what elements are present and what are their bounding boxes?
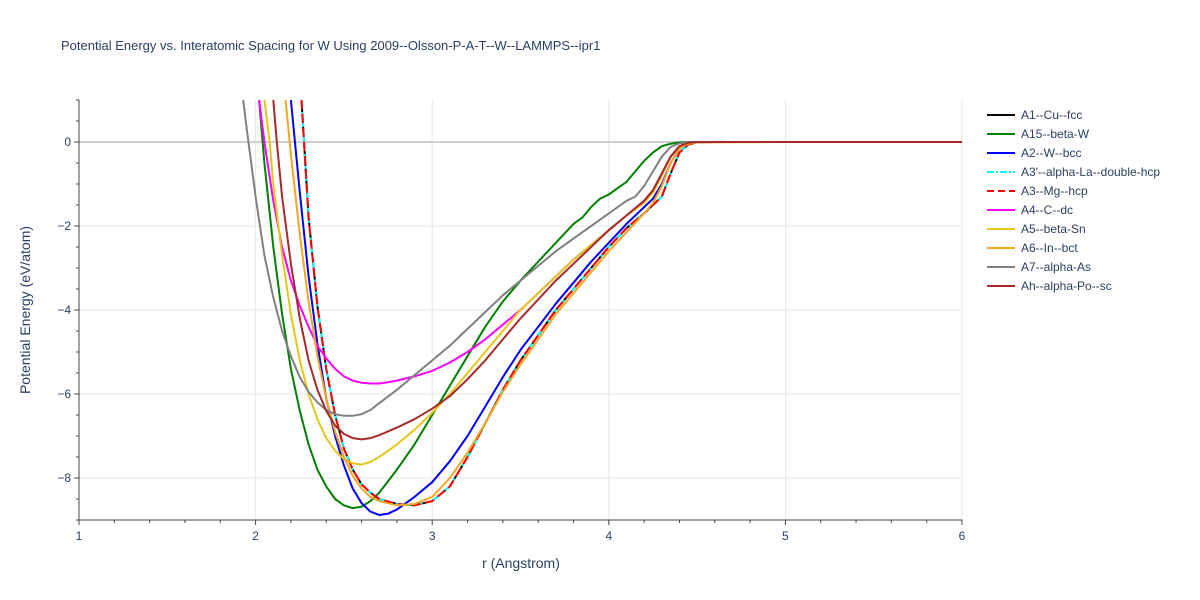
legend-label: A4--C--dc [1021, 203, 1073, 217]
legend-item-0[interactable]: A1--Cu--fcc [987, 108, 1082, 122]
series-line-9 [272, 100, 962, 441]
y-tick-label: −4 [57, 303, 71, 317]
y-tick-label: −2 [57, 219, 71, 233]
legend-label: A3'--alpha-La--double-hcp [1021, 165, 1160, 179]
legend-label: A7--alpha-As [1021, 260, 1091, 274]
legend-label: A3--Mg--hcp [1021, 184, 1088, 198]
legend-item-9[interactable]: Ah--alpha-Po--sc [987, 279, 1112, 293]
legend[interactable]: A1--Cu--fcc A15--beta-W A2--W--bcc A3'--alp… [987, 108, 1160, 293]
legend-label: A15--beta-W [1021, 127, 1090, 141]
legend-item-5[interactable]: A4--C--dc [987, 203, 1073, 217]
x-tick-label: 5 [782, 529, 789, 543]
y-axis-title: Potential Energy (eV/atom) [17, 226, 33, 394]
legend-item-7[interactable]: A6--In--bct [987, 241, 1078, 255]
y-axis-ticks: 0 −2 −4 −6 −8 [57, 99, 79, 521]
legend-label: A6--In--bct [1021, 241, 1078, 255]
legend-label: Ah--alpha-Po--sc [1021, 279, 1112, 293]
legend-label: A2--W--bcc [1021, 146, 1081, 160]
series-line-8 [242, 100, 962, 417]
y-tick-label: −6 [57, 387, 71, 401]
legend-item-1[interactable]: A15--beta-W [987, 127, 1090, 141]
x-tick-label: 4 [605, 529, 612, 543]
x-axis-title: r (Angstrom) [482, 555, 560, 571]
x-tick-label: 2 [252, 529, 259, 543]
chart-title: Potential Energy vs. Interatomic Spacing… [61, 38, 600, 53]
legend-item-2[interactable]: A2--W--bcc [987, 146, 1081, 160]
series-line-4 [300, 100, 962, 507]
legend-item-3[interactable]: A3'--alpha-La--double-hcp [987, 165, 1160, 179]
y-tick-label: −8 [57, 471, 71, 485]
y-tick-label: 0 [64, 135, 71, 149]
x-tick-label: 3 [429, 529, 436, 543]
series-line-1 [258, 100, 962, 510]
legend-item-6[interactable]: A5--beta-Sn [987, 222, 1086, 236]
plot-area [242, 100, 962, 516]
legend-item-8[interactable]: A7--alpha-As [987, 260, 1091, 274]
legend-label: A1--Cu--fcc [1021, 108, 1082, 122]
x-tick-label: 6 [959, 529, 966, 543]
x-axis-ticks: 1 2 3 4 5 6 [76, 520, 966, 543]
legend-item-4[interactable]: A3--Mg--hcp [987, 184, 1088, 198]
x-tick-label: 1 [76, 529, 83, 543]
legend-label: A5--beta-Sn [1021, 222, 1086, 236]
